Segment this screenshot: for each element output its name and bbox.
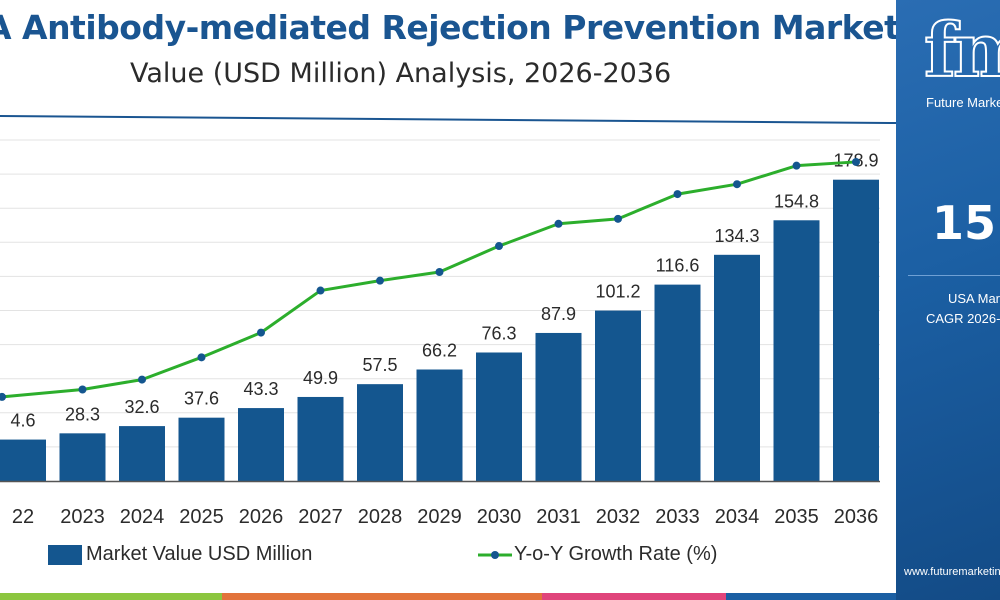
growth-point-2023 xyxy=(78,385,87,394)
growth-point-2031 xyxy=(554,219,563,228)
growth-point-2036 xyxy=(852,157,860,166)
growth-point-2030 xyxy=(495,242,503,251)
value-label-2029: 66.2 xyxy=(422,341,457,361)
footer-color-bar xyxy=(0,593,896,600)
footer-segment-green xyxy=(0,593,222,600)
bar-2026 xyxy=(238,408,284,481)
growth-point-2026 xyxy=(257,328,265,337)
bar-2031 xyxy=(535,332,582,481)
bar-2023 xyxy=(59,433,106,481)
bar-22 xyxy=(0,439,46,481)
value-label-2023: 28.3 xyxy=(65,404,100,424)
bar-2036 xyxy=(833,179,879,481)
bar-2034 xyxy=(714,254,760,481)
x-tick-label: 2026 xyxy=(239,506,284,528)
x-tick-label: 2032 xyxy=(596,506,641,528)
cagr-value: 15.2% xyxy=(932,196,1000,250)
value-label-2031: 87.9 xyxy=(541,304,576,324)
growth-point-2032 xyxy=(614,214,622,223)
value-label-2028: 57.5 xyxy=(362,355,397,375)
growth-point-2029 xyxy=(435,268,444,277)
bar-2035 xyxy=(773,220,820,481)
legend-bar-label: Market Value USD Million xyxy=(86,543,313,565)
side-panel: fmi Future Market Insights 15.2% USA Mar… xyxy=(896,0,1000,600)
value-label-2026: 43.3 xyxy=(243,379,278,399)
value-label-2032: 101.2 xyxy=(595,282,640,302)
x-tick-label: 2030 xyxy=(477,506,522,528)
x-tick-label: 2024 xyxy=(120,506,165,528)
growth-point-2034 xyxy=(733,180,741,189)
cagr-period-label: CAGR 2026-2036 xyxy=(926,311,1000,326)
value-label-2033: 116.6 xyxy=(656,256,700,276)
region-label: USA Market xyxy=(948,291,1000,306)
value-label-22: 4.6 xyxy=(10,411,35,431)
legend-line-label: Y-o-Y Growth Rate (%) xyxy=(514,543,718,565)
footer-segment-blue xyxy=(726,593,896,600)
value-label-2030: 76.3 xyxy=(481,323,516,343)
bar-2029 xyxy=(416,369,463,481)
x-tick-label: 2023 xyxy=(60,506,105,528)
value-label-2024: 32.6 xyxy=(124,397,159,417)
fmi-logo: fmi xyxy=(923,7,1000,95)
growth-point-2035 xyxy=(792,161,801,170)
market-chart: 4.6 28.3 32.6 37.6 43.3 49.9 57.5 66.2 76.3 87.9 1… xyxy=(0,115,896,528)
bar-2027 xyxy=(297,396,344,481)
x-tick-label: 2028 xyxy=(358,506,403,528)
growth-point-2033 xyxy=(673,190,682,199)
x-tick-label: 22 xyxy=(12,506,34,528)
x-tick-label: 2027 xyxy=(298,506,343,528)
growth-point-2028 xyxy=(376,276,384,285)
header-rule xyxy=(0,115,896,124)
chart-title: A Antibody-mediated Rejection Prevention… xyxy=(0,8,900,47)
footer-segment-pink xyxy=(542,593,726,600)
value-label-2035: 154.8 xyxy=(774,191,819,211)
growth-point-22 xyxy=(0,392,6,401)
growth-point-2024 xyxy=(138,375,146,384)
bar-2024 xyxy=(119,426,165,481)
x-tick-label: 2029 xyxy=(417,506,462,528)
value-label-2027: 49.9 xyxy=(303,368,338,388)
bar-2030 xyxy=(476,352,522,481)
value-label-2034: 134.3 xyxy=(714,226,759,246)
bar-2033 xyxy=(654,284,701,481)
bar-2032 xyxy=(595,310,641,481)
chart-subtitle: Value (USD Million) Analysis, 2026-2036 xyxy=(130,58,672,89)
x-tick-label: 2036 xyxy=(834,506,879,528)
x-tick-label: 2034 xyxy=(715,506,760,528)
website-link[interactable]: www.futuremarketinsights.com xyxy=(904,566,1000,578)
panel-divider xyxy=(908,275,1000,276)
bar-2025 xyxy=(178,417,225,481)
x-tick-label: 2025 xyxy=(179,506,224,528)
growth-point-2025 xyxy=(197,353,206,362)
legend-bar-swatch xyxy=(48,545,82,565)
brand-name: Future Market Insights xyxy=(926,95,1000,110)
x-tick-label: 2033 xyxy=(655,506,700,528)
footer-segment-orange xyxy=(222,593,542,600)
x-tick-label: 2031 xyxy=(536,506,581,528)
legend-line-swatch xyxy=(478,551,512,559)
growth-point-2027 xyxy=(316,286,325,295)
x-tick-label: 2035 xyxy=(774,506,819,528)
bar-2028 xyxy=(357,384,403,481)
value-label-2025: 37.6 xyxy=(184,389,219,409)
